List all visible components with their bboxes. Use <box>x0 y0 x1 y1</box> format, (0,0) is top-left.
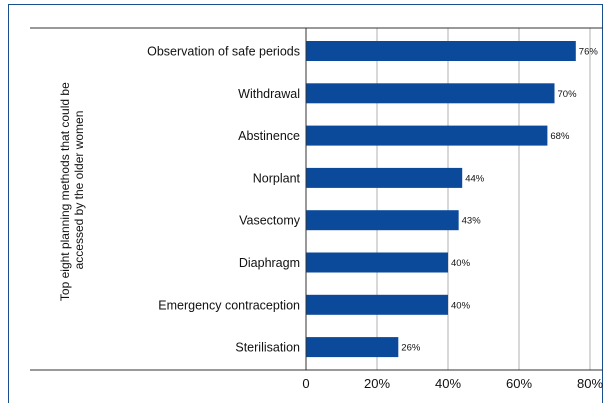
bar-0 <box>306 41 576 61</box>
x-tick-label-40: 40% <box>435 376 461 391</box>
bar-6 <box>306 294 448 315</box>
category-label-7: Sterilisation <box>235 341 300 355</box>
bar-1 <box>306 83 555 104</box>
x-tick-label-20: 20% <box>364 376 390 391</box>
x-tick-label-60: 60% <box>506 376 532 391</box>
data-label-2: 68% <box>550 131 570 142</box>
data-label-1: 70% <box>558 89 578 100</box>
data-label-3: 44% <box>465 173 485 184</box>
data-label-7: 26% <box>401 343 421 354</box>
data-label-6: 40% <box>451 300 471 311</box>
frame-right-edge <box>602 4 603 403</box>
category-label-6: Emergency contraception <box>158 298 300 312</box>
category-label-5: Diaphragm <box>239 256 300 270</box>
x-tick-label-0: 0 <box>302 376 309 391</box>
data-label-0: 76% <box>579 47 599 58</box>
bar-2 <box>306 125 548 146</box>
category-label-1: Withdrawal <box>238 87 300 101</box>
bar-4 <box>306 210 459 231</box>
frame-left-edge <box>8 4 9 403</box>
x-tick-label-80: 80% <box>577 376 603 391</box>
y-axis-title: Top eight planning methods that could be… <box>58 79 86 301</box>
gridlines <box>376 28 591 370</box>
y-axis-title-line-2: accessed by the older women <box>72 111 86 270</box>
labels: Observation of safe periods 76% Withdrawal… <box>147 45 603 392</box>
y-axis-title-line-1: Top eight planning methods that could be <box>58 82 72 301</box>
data-label-4: 43% <box>462 216 482 227</box>
bar-3 <box>306 167 463 188</box>
category-label-4: Vasectomy <box>239 214 301 228</box>
category-label-2: Abstinence <box>238 129 300 143</box>
axes <box>30 27 603 371</box>
frame-top-edge <box>8 4 603 5</box>
category-label-0: Observation of safe periods <box>147 45 300 59</box>
data-label-5: 40% <box>451 258 471 269</box>
bars <box>306 41 576 358</box>
bar-7 <box>306 337 399 358</box>
bar-5 <box>306 252 448 273</box>
category-label-3: Norplant <box>253 171 301 185</box>
